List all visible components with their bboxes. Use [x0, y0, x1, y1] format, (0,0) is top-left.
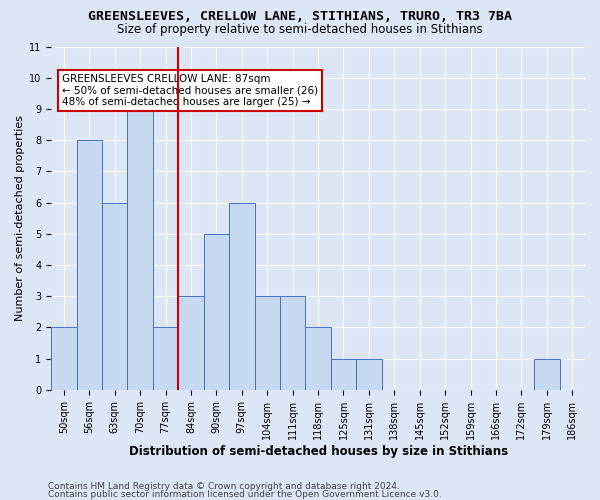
Text: Contains HM Land Registry data © Crown copyright and database right 2024.: Contains HM Land Registry data © Crown c… [48, 482, 400, 491]
X-axis label: Distribution of semi-detached houses by size in Stithians: Distribution of semi-detached houses by … [128, 444, 508, 458]
Bar [178, 296, 203, 390]
Bar [77, 140, 102, 390]
Bar [254, 296, 280, 390]
Text: GREENSLEEVES CRELLOW LANE: 87sqm
← 50% of semi-detached houses are smaller (26)
: GREENSLEEVES CRELLOW LANE: 87sqm ← 50% o… [62, 74, 318, 107]
Bar [203, 234, 229, 390]
Bar [127, 109, 153, 390]
Bar [331, 358, 356, 390]
Text: GREENSLEEVES, CRELLOW LANE, STITHIANS, TRURO, TR3 7BA: GREENSLEEVES, CRELLOW LANE, STITHIANS, T… [88, 10, 512, 23]
Text: Contains public sector information licensed under the Open Government Licence v3: Contains public sector information licen… [48, 490, 442, 499]
Bar [356, 358, 382, 390]
Text: Size of property relative to semi-detached houses in Stithians: Size of property relative to semi-detach… [117, 22, 483, 36]
Bar [280, 296, 305, 390]
Bar [534, 358, 560, 390]
Bar [153, 328, 178, 390]
Bar [102, 202, 127, 390]
Bar [229, 202, 254, 390]
Bar [51, 328, 77, 390]
Bar [305, 328, 331, 390]
Y-axis label: Number of semi-detached properties: Number of semi-detached properties [15, 115, 25, 321]
